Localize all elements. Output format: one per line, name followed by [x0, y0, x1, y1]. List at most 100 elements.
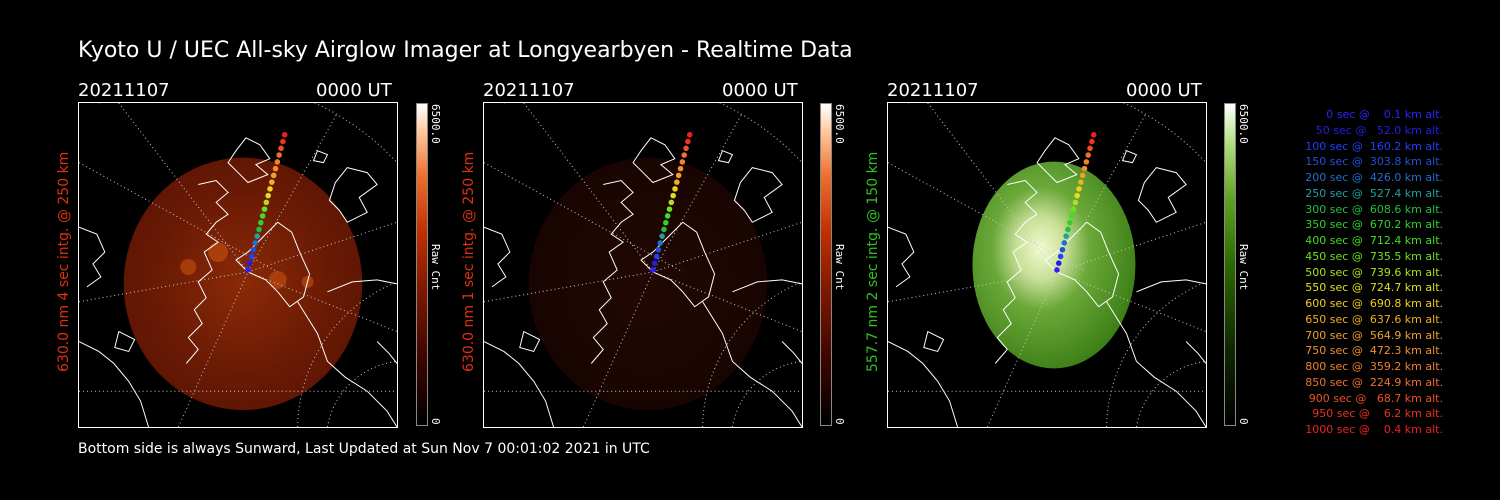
panel-2-colorbar-label: Raw Cnt [833, 244, 846, 291]
trajectory-point [1079, 172, 1086, 179]
legend-row: 450 sec @ 735.5 km alt. [1301, 249, 1443, 263]
panel-3-colorbar-label: Raw Cnt [1237, 244, 1250, 291]
trajectory-point [650, 267, 656, 273]
trajectory-point [1072, 199, 1079, 206]
trajectory-point [274, 159, 281, 165]
trajectory-point [670, 192, 676, 199]
legend-row: 700 sec @ 564.9 km alt. [1301, 328, 1443, 342]
panel-1-date: 20211107 [78, 80, 170, 101]
coastlines [888, 137, 1206, 427]
trajectory-point [256, 226, 262, 233]
trajectory-point [1083, 159, 1090, 165]
trajectory-point [267, 186, 273, 192]
panel-2-wavelength-label: 630.0 nm 1 sec intg. @ 250 km [461, 151, 477, 372]
trajectory-point [1061, 240, 1068, 246]
trajectory-point [1063, 233, 1069, 239]
panel-3-ut: 0000 UT [1126, 80, 1202, 101]
trajectory-point [1090, 132, 1097, 138]
rocket-trajectory [245, 132, 288, 273]
legend-row: 350 sec @ 670.2 km alt. [1301, 218, 1443, 232]
legend-row: 1000 sec @ 0.4 km alt. [1305, 423, 1443, 436]
allsky-map [484, 103, 802, 427]
trajectory-point [265, 192, 271, 199]
trajectory-point [1059, 246, 1066, 253]
coastlines [484, 137, 802, 427]
panel-2-colorbar-min: 0 [833, 418, 846, 425]
trajectory-point [269, 179, 275, 185]
trajectory-point [281, 132, 288, 138]
panel-2-ut: 0000 UT [722, 80, 798, 101]
trajectory-point [261, 206, 268, 212]
allsky-map [79, 103, 397, 427]
trajectory-point [1089, 138, 1095, 145]
airglow-disc [972, 161, 1136, 369]
legend-row: 250 sec @ 527.4 km alt. [1301, 186, 1443, 200]
trajectory-legend: 0 sec @ 0.1 km alt. 50 sec @ 52.0 km alt… [1268, 107, 1443, 438]
legend-row: 650 sec @ 637.6 km alt. [1301, 312, 1443, 326]
lat-lon-grid [79, 103, 397, 427]
legend-row: 800 sec @ 359.2 km alt. [1301, 360, 1443, 373]
legend-row: 950 sec @ 6.2 km alt. [1308, 407, 1443, 421]
legend-row: 900 sec @ 68.7 km alt. [1305, 391, 1443, 405]
trajectory-point [252, 240, 259, 246]
trajectory-point [659, 233, 665, 239]
legend-row: 0 sec @ 0.1 km alt. [1315, 108, 1443, 121]
trajectory-point [259, 213, 266, 219]
panel-2-date: 20211107 [483, 80, 575, 101]
trajectory-point [677, 165, 684, 172]
trajectory-point [250, 246, 257, 253]
airglow-disc [528, 157, 768, 411]
legend-row: 750 sec @ 472.3 km alt. [1301, 344, 1443, 358]
trajectory-point [254, 233, 260, 239]
trajectory-point [1068, 213, 1075, 219]
trajectory-point [683, 145, 689, 152]
panel-3-date: 20211107 [887, 80, 979, 101]
panel-1-wavelength-label: 630.0 nm 4 sec intg. @ 250 km [56, 151, 72, 372]
trajectory-point [666, 206, 673, 212]
trajectory-point [263, 199, 270, 206]
trajectory-point [657, 240, 664, 246]
panel-2-colorbar-max: 6500.0 [833, 104, 846, 144]
airglow-disc [123, 157, 363, 411]
allsky-map [888, 103, 1206, 427]
trajectory-point [1085, 152, 1091, 158]
trajectory-point [1076, 186, 1082, 192]
trajectory-point [679, 159, 686, 165]
legend-row: 600 sec @ 690.8 km alt. [1301, 297, 1443, 310]
trajectory-point [245, 267, 251, 273]
lat-lon-grid [484, 103, 802, 427]
footer-status: Bottom side is always Sunward, Last Upda… [78, 441, 650, 457]
legend-row: 150 sec @ 303.8 km alt. [1301, 155, 1443, 169]
trajectory-point [1078, 179, 1084, 185]
trajectory-point [272, 165, 279, 172]
panel-1-colorbar [416, 103, 428, 426]
trajectory-point [661, 226, 667, 233]
panel-3-wavelength-label: 557.7 nm 2 sec intg. @ 150 km [865, 151, 881, 372]
trajectory-point [1054, 267, 1060, 273]
trajectory-point [1074, 192, 1080, 199]
legend-row: 550 sec @ 724.7 km alt. [1301, 281, 1443, 295]
trajectory-point [1081, 165, 1088, 172]
trajectory-point [1065, 226, 1071, 233]
trajectory-point [686, 132, 693, 138]
trajectory-point [1057, 253, 1064, 260]
panel-3-image [887, 102, 1207, 428]
trajectory-point [248, 253, 255, 260]
trajectory-point [655, 246, 662, 253]
legend-row: 100 sec @ 160.2 km alt. [1301, 139, 1443, 153]
panel-3-colorbar-min: 0 [1237, 418, 1250, 425]
trajectory-point [270, 172, 277, 179]
trajectory-point [681, 152, 687, 158]
trajectory-point [653, 253, 660, 260]
trajectory-point [1055, 260, 1062, 266]
panel-1-colorbar-label: Raw Cnt [429, 244, 442, 291]
trajectory-point [674, 179, 680, 185]
panel-1-image [78, 102, 398, 428]
trajectory-point [651, 260, 658, 266]
panel-1-colorbar-min: 0 [429, 418, 442, 425]
panel-3-colorbar [1224, 103, 1236, 426]
trajectory-point [258, 219, 264, 226]
trajectory-point [675, 172, 682, 179]
legend-row: 400 sec @ 712.4 km alt. [1301, 234, 1443, 247]
trajectory-point [1087, 145, 1093, 152]
